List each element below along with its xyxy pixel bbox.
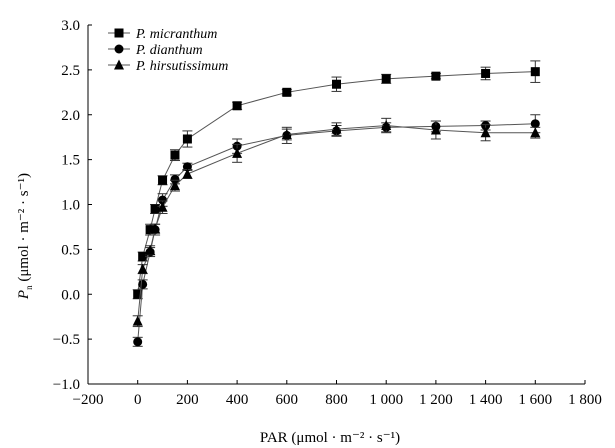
data-point (145, 225, 155, 235)
y-axis-title-subscript: n (24, 285, 34, 290)
data-point (158, 175, 168, 185)
data-point (138, 252, 148, 262)
data-point (331, 123, 342, 134)
data-point (530, 127, 541, 138)
data-point (170, 150, 180, 160)
x-tick-label: 1 400 (469, 392, 503, 408)
y-tick-label: 0.0 (61, 287, 80, 303)
legend-marker (114, 44, 124, 54)
data-point (150, 204, 160, 214)
x-tick-label: 400 (226, 392, 249, 408)
series-circle (132, 114, 541, 347)
data-point (150, 223, 161, 234)
data-point (169, 180, 180, 191)
x-tick-label: 600 (276, 392, 299, 408)
x-tick-label: −200 (73, 392, 104, 408)
y-tick-label: 0.5 (61, 242, 80, 258)
data-point (232, 101, 242, 111)
data-point (481, 68, 491, 78)
x-tick-label: 200 (176, 392, 199, 408)
data-point (182, 168, 193, 179)
series-line (137, 71, 536, 295)
y-tick-label: 1.5 (61, 153, 80, 169)
x-axis-title: PAR (μmol · m⁻² · s⁻¹) (260, 430, 400, 446)
x-tick-label: 1 600 (518, 392, 552, 408)
data-point (137, 263, 148, 274)
data-point (182, 134, 192, 144)
y-tick-label: 1.0 (61, 198, 80, 214)
y-axis-title-symbol: P (16, 290, 32, 300)
series-group (132, 60, 541, 347)
legend-marker (114, 59, 124, 70)
y-axis-title: Pn (μmol · m⁻² · s⁻¹) (16, 173, 34, 300)
y-tick-label: 3.0 (61, 18, 80, 34)
series-line (137, 125, 536, 322)
data-point (381, 120, 392, 131)
y-tick-label: 2.0 (61, 108, 80, 124)
x-tick-label: 1 800 (568, 392, 602, 408)
data-point (530, 67, 540, 77)
data-point (158, 195, 168, 205)
series-triangle (132, 117, 541, 328)
y-tick-label: −1.0 (53, 377, 80, 393)
x-tick-label: 1 000 (369, 392, 403, 408)
series-square (132, 60, 541, 300)
data-point (281, 128, 292, 139)
x-tick-label: 0 (134, 392, 142, 408)
data-point (480, 127, 491, 138)
data-point (530, 119, 540, 129)
data-point (232, 147, 243, 158)
data-point (381, 74, 391, 84)
data-point (133, 289, 143, 299)
data-point (132, 315, 143, 326)
y-tick-label: −0.5 (53, 332, 80, 348)
data-point (282, 87, 292, 97)
data-point (170, 174, 180, 184)
y-tick-label: 2.5 (61, 63, 80, 79)
legend-label: P. micranthum (135, 27, 217, 42)
data-point (145, 244, 156, 255)
x-tick-label: 800 (325, 392, 348, 408)
series-line (137, 123, 536, 342)
data-point (430, 124, 441, 135)
data-point (138, 279, 148, 289)
data-point (133, 337, 143, 347)
legend-label: P. dianthum (135, 43, 203, 58)
y-axis-title-units: (μmol · m⁻² · s⁻¹) (16, 173, 32, 285)
x-tick-label: 1 200 (419, 392, 453, 408)
data-point (157, 201, 168, 212)
axes: −200 0 200 400 600 800 1 000 1 200 1 400 1 600 1 8… (53, 18, 602, 408)
data-point (431, 71, 441, 81)
legend-label: P. hirsutissimum (135, 59, 228, 74)
data-point (332, 79, 341, 89)
legend-marker (114, 28, 124, 38)
